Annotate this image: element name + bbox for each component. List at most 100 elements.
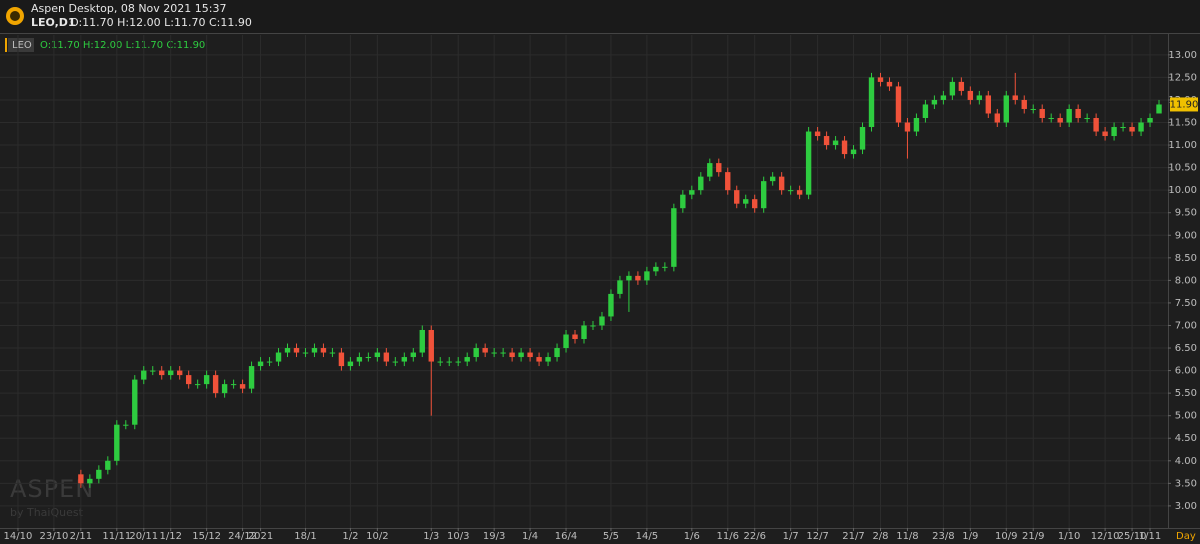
x-tick-label: 1/11 [1139,531,1161,542]
timeframe-label: Day [1176,531,1196,542]
candle-body [707,163,713,177]
candle-body [473,348,479,358]
x-tick-label: 1/2 [342,531,358,542]
candle-body [1021,99,1027,109]
candle-body [877,77,884,82]
x-tick-label: 1/4 [522,531,538,542]
candle-body [105,460,111,470]
x-tick-label: 20/11 [129,531,158,542]
app-icon-inner [10,11,20,21]
candle-body [230,384,237,386]
candle-body [976,95,983,100]
x-tick-label: 22/6 [743,531,765,542]
candle-body [500,352,506,354]
y-tick-label: 5.50 [1175,388,1197,399]
candle-body [401,357,408,362]
y-tick-label: 10.50 [1168,163,1197,174]
candle-body [940,95,947,100]
candle-body [356,357,363,362]
candle-body [850,149,857,155]
y-tick-label: 12.50 [1168,72,1197,83]
candle-body [428,329,434,362]
candle-body [374,352,381,358]
candle-body [96,469,102,479]
candle-body [491,352,497,354]
candle-body [168,370,174,376]
y-tick-label: 6.50 [1175,343,1197,354]
candle-body [796,190,803,195]
candle-body [662,266,668,268]
candle-body [949,81,956,96]
candle-body [698,176,704,191]
y-tick-label: 7.50 [1175,298,1197,309]
candle-body [671,208,677,267]
candle-body [778,176,785,191]
candle-body [159,370,165,376]
x-tick-label: 19/3 [483,531,505,542]
candle-body [931,99,938,105]
candle-body [608,293,614,317]
x-tick-label: 10/9 [995,531,1017,542]
candle-body [293,348,300,353]
candle-body [760,181,767,209]
x-tick-label: 11/6 [717,531,739,542]
x-tick-label: 1/7 [783,531,799,542]
x-tick-label: 5/5 [603,531,619,542]
candle-body [419,329,425,353]
x-tick-label: 11/8 [896,531,918,542]
candle-body [78,474,84,484]
x-tick-label: 10/2 [366,531,388,542]
y-tick-label: 6.00 [1175,366,1197,377]
candle-body [1003,95,1009,123]
candle-body [644,271,650,281]
candle-body [221,384,228,394]
candle-body [1120,127,1126,129]
x-tick-label: 12/10 [1091,531,1120,542]
candle-body [212,375,219,394]
candle-body [527,352,533,358]
legend-box [8,38,34,52]
candle-body [123,424,129,426]
candle-body [266,361,273,363]
candle-body [141,370,147,380]
y-tick-label: 11.50 [1168,118,1197,129]
candle-body [455,361,461,363]
x-tick-label: 11/11 [102,531,131,542]
candle-body [446,361,452,363]
candle-body [482,348,488,353]
y-tick-label: 3.50 [1175,478,1197,489]
candle-body [383,352,390,362]
y-tick-label: 4.50 [1175,433,1197,444]
x-tick-label: 2/11 [70,531,92,542]
candle-body [1066,108,1072,123]
candle-body [509,352,515,358]
candle-body [1057,117,1063,123]
candle-body [275,352,282,362]
x-tick-label: 1/10 [1058,531,1080,542]
candle-body [734,190,740,204]
y-tick-label: 7.00 [1175,320,1197,331]
candle-body [895,86,902,123]
candle-body [338,352,345,367]
candle-body [814,131,821,137]
candle-body [823,136,830,146]
candle-body [1102,131,1108,137]
x-tick-label: 23/8 [932,531,954,542]
candle-body [554,348,560,358]
candle-body [347,361,354,367]
candle-body [590,325,596,327]
candle-body [752,199,758,209]
candle-body [904,122,911,132]
candle-body [1138,122,1144,132]
candle-body [311,348,318,353]
legend-name: LEO [12,40,32,51]
candle-body [725,172,731,191]
candle-body [958,81,965,91]
candle-body [743,199,749,204]
candle-body [832,140,839,146]
x-tick-label: 1/3 [423,531,439,542]
candle-body [1093,117,1099,132]
candle-body [320,348,327,353]
